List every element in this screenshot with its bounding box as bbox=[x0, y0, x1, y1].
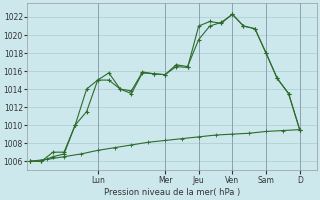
X-axis label: Pression niveau de la mer( hPa ): Pression niveau de la mer( hPa ) bbox=[104, 188, 240, 197]
